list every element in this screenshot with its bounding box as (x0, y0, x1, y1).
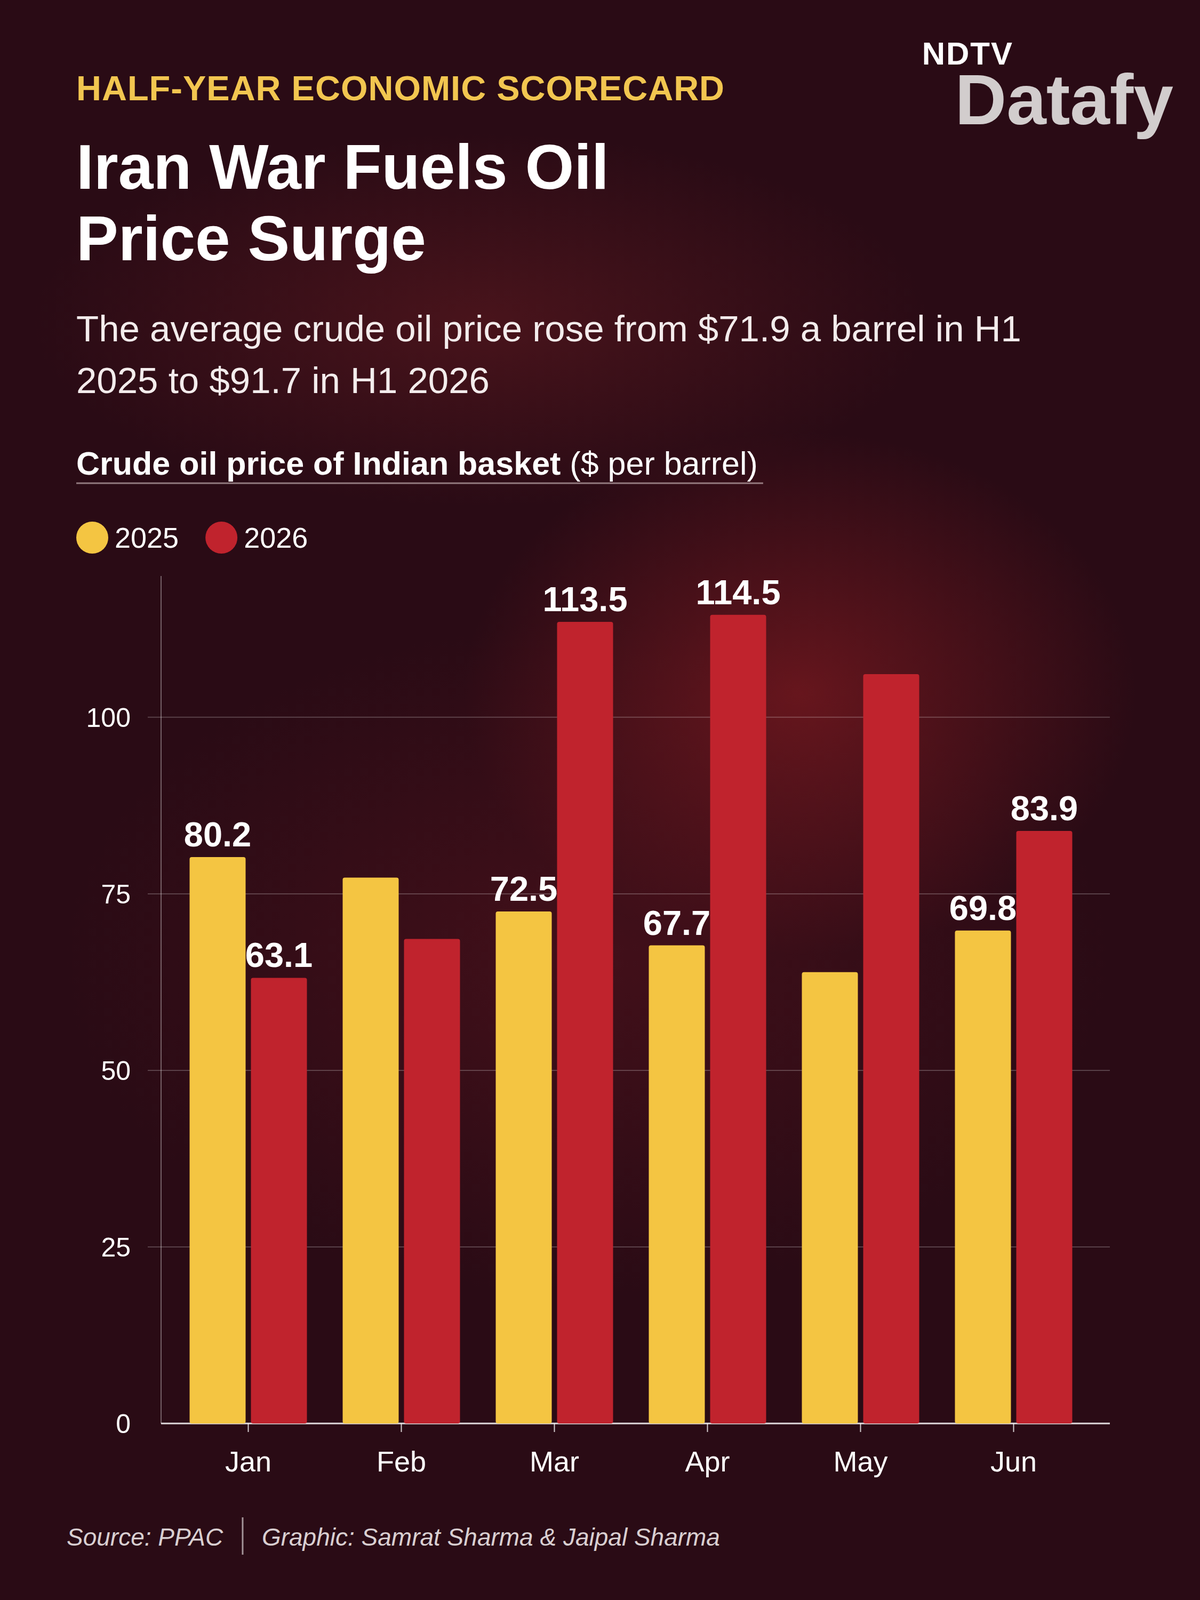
kicker: HALF-YEAR ECONOMIC SCORECARD (76, 68, 725, 109)
credit: Graphic: Samrat Sharma & Jaipal Sharma (261, 1523, 720, 1551)
x-tick (401, 1423, 403, 1432)
data-label: 63.1 (245, 935, 314, 975)
bar (649, 945, 706, 1424)
chart: Crude oil price of Indian basket ($ per … (0, 0, 1200, 1600)
footer-separator (241, 1517, 244, 1555)
bar (189, 857, 246, 1424)
data-label: 114.5 (695, 572, 781, 612)
x-tick-label: Apr (684, 1445, 730, 1478)
bar (955, 930, 1012, 1424)
bar (496, 911, 552, 1424)
chart-title-rule (76, 482, 764, 485)
chart-title: Crude oil price of Indian basket ($ per … (76, 445, 758, 482)
headline: Iran War Fuels Oil Price Surge (76, 131, 610, 275)
y-tick-label: 75 (100, 879, 131, 910)
subtitle: The average crude oil price rose from $7… (76, 302, 1069, 407)
chart-title-main: Crude oil price of Indian basket (76, 445, 561, 482)
x-tick-label: Jan (225, 1445, 272, 1478)
source: Source: PPAC (66, 1523, 224, 1551)
brand-name: Datafy (954, 59, 1174, 140)
data-label: 72.5 (490, 869, 558, 909)
data-label: 113.5 (542, 579, 628, 619)
bars (189, 614, 1073, 1424)
bar (1016, 830, 1073, 1424)
data-label: 83.9 (1010, 788, 1079, 828)
bar (863, 674, 920, 1424)
bar (404, 939, 461, 1424)
bar (342, 877, 399, 1424)
x-tick-label: May (833, 1445, 888, 1478)
x-tick (248, 1423, 250, 1432)
y-tick-label: 50 (100, 1056, 131, 1086)
x-tick (707, 1423, 709, 1432)
data-label: 67.7 (643, 903, 711, 943)
x-tick-label: Jun (990, 1445, 1037, 1478)
data-label: 80.2 (184, 814, 252, 854)
chart-unit: ($ per barrel) (560, 445, 758, 482)
y-tick-label: 0 (115, 1409, 131, 1439)
legend-swatch (205, 521, 238, 554)
x-tick-label: Feb (376, 1445, 427, 1478)
y-axis-line (160, 576, 162, 1424)
x-tick (554, 1423, 556, 1432)
x-tick (1013, 1423, 1015, 1432)
legend-label: 2026 (243, 521, 308, 554)
legend-label: 2025 (114, 521, 179, 554)
legend: 2025 2026 (76, 521, 308, 554)
x-tick-label: Mar (529, 1445, 580, 1478)
y-tick-label: 25 (100, 1232, 131, 1263)
data-labels: 80.2 63.1 72.5 113.5 67.7 114.5 69.8 83.9 (184, 572, 1079, 975)
bar (557, 621, 614, 1424)
bar (251, 977, 308, 1424)
page: {"kicker": "HALF-YEAR ECONOMIC SCORECARD… (0, 0, 1200, 1600)
legend-swatch (76, 521, 109, 554)
bar (802, 972, 859, 1424)
data-label: 69.8 (949, 888, 1018, 928)
grid-line (147, 716, 1110, 718)
y-tick-label: 100 (86, 702, 131, 733)
x-tick (860, 1423, 862, 1432)
bar (710, 614, 767, 1424)
